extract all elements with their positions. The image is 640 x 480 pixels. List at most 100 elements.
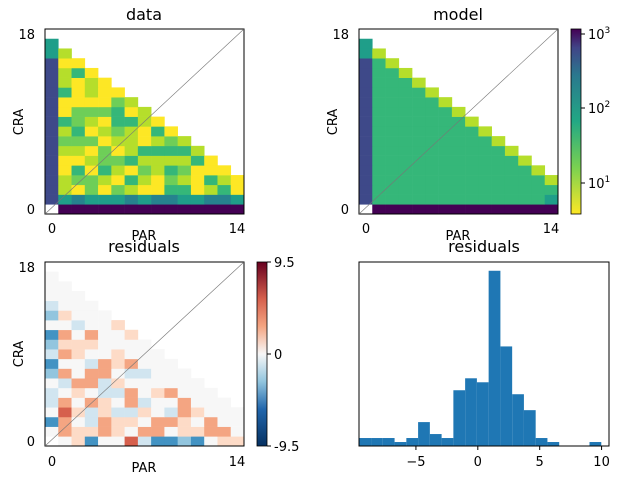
heatmap-cell (164, 155, 178, 166)
heatmap-cell (58, 165, 72, 176)
heatmap-cell (385, 77, 400, 88)
heatmap-cell (177, 416, 192, 427)
heatmap-cell (385, 194, 400, 205)
model-ylabel: CRA (326, 109, 341, 136)
heatmap-cell (45, 416, 59, 427)
heatmap-cell (58, 87, 72, 98)
heatmap-cell (111, 145, 125, 156)
heatmap-cell (71, 194, 86, 205)
heatmap-cell (71, 358, 86, 369)
heatmap-cell (151, 126, 165, 137)
heatmap-cell (164, 426, 178, 437)
heatmap-cell (84, 426, 99, 437)
heatmap-cell (398, 116, 413, 127)
heatmap-cell (544, 175, 559, 186)
heatmap-cell (45, 300, 59, 311)
heatmap-cell (359, 67, 373, 78)
heatmap-cell (71, 97, 86, 108)
heatmap-cell (425, 194, 439, 205)
residuals-xtick-right: 14 (229, 455, 246, 470)
heatmap-cell (190, 194, 205, 205)
data-ytick-bottom: 0 (27, 203, 35, 218)
heatmap-cell (372, 67, 386, 78)
heatmap-cell (465, 194, 479, 205)
heatmap-cell (111, 387, 125, 398)
residuals-xtick-left: 0 (48, 455, 56, 470)
heatmap-cell (71, 300, 86, 311)
panel-model: model 18 0 0 14 PAR CRA (326, 5, 610, 244)
heatmap-cell (45, 58, 59, 69)
heatmap-cell (385, 116, 400, 127)
heatmap-cell (425, 155, 439, 166)
heatmap-cell (151, 204, 165, 215)
heatmap-cell (98, 126, 112, 137)
heatmap-cell (151, 436, 165, 447)
heatmap-cell (372, 175, 386, 186)
heatmap-cell (98, 184, 112, 195)
heatmap-cell (438, 155, 453, 166)
heatmap-cell (124, 145, 139, 156)
heatmap-cell (359, 38, 373, 49)
residuals-heatmap-cells (45, 271, 245, 447)
heatmap-cell (151, 116, 165, 127)
heatmap-cell (177, 145, 192, 156)
heatmap-cell (58, 194, 72, 205)
heatmap-cell (111, 339, 125, 350)
heatmap-cell (124, 426, 139, 437)
heatmap-cell (190, 204, 205, 215)
heatmap-cell (71, 407, 86, 418)
heatmap-cell (385, 184, 400, 195)
heatmap-cell (465, 116, 479, 127)
heatmap-cell (230, 426, 245, 437)
heatmap-cell (504, 165, 519, 176)
heatmap-cell (98, 397, 112, 408)
heatmap-cell (177, 155, 192, 166)
heatmap-cell (98, 320, 112, 331)
heatmap-cell (359, 87, 373, 98)
heatmap-cell (504, 194, 519, 205)
heatmap-cell (190, 155, 205, 166)
heatmap-cell (58, 378, 72, 389)
heatmap-cell (124, 97, 139, 108)
histogram-x-tick-label: 10 (593, 455, 610, 470)
heatmap-cell (137, 145, 152, 156)
panel-data: data 18 0 0 14 PAR CRA (12, 5, 245, 244)
heatmap-cell (137, 397, 152, 408)
heatmap-cell (98, 87, 112, 98)
heatmap-cell (177, 165, 192, 176)
histogram-bar (382, 438, 395, 446)
heatmap-cell (451, 106, 466, 117)
heatmap-cell (124, 194, 139, 205)
heatmap-cell (438, 165, 453, 176)
heatmap-cell (190, 397, 205, 408)
histogram-bars (359, 270, 602, 446)
histogram-bar (429, 434, 442, 446)
heatmap-cell (71, 436, 86, 447)
heatmap-cell (84, 416, 99, 427)
heatmap-cell (124, 358, 139, 369)
heatmap-cell (359, 175, 373, 186)
heatmap-cell (217, 407, 232, 418)
histogram-bar (418, 422, 430, 446)
heatmap-cell (385, 97, 400, 108)
heatmap-cell (58, 145, 72, 156)
model-xtick-right: 14 (543, 222, 560, 237)
heatmap-cell (177, 436, 192, 447)
heatmap-cell (425, 145, 439, 156)
heatmap-cell (137, 407, 152, 418)
heatmap-cell (491, 194, 506, 205)
heatmap-cell (230, 416, 245, 427)
heatmap-cell (398, 175, 413, 186)
heatmap-cell (204, 416, 218, 427)
heatmap-cell (451, 136, 466, 147)
heatmap-cell (71, 116, 86, 127)
histogram-bar (488, 270, 501, 446)
heatmap-cell (359, 106, 373, 117)
heatmap-cell (359, 165, 373, 176)
heatmap-cell (204, 184, 218, 195)
heatmap-cell (58, 368, 72, 379)
heatmap-cell (412, 87, 426, 98)
heatmap-cell (98, 329, 112, 340)
heatmap-cell (137, 155, 152, 166)
heatmap-cell (359, 184, 373, 195)
